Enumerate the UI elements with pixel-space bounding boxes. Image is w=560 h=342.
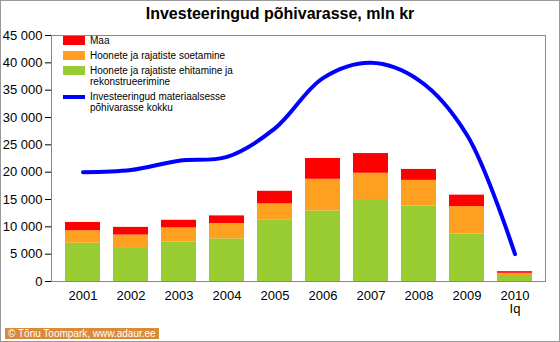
svg-text:45 000: 45 000 xyxy=(3,28,43,43)
svg-text:2009: 2009 xyxy=(453,288,482,303)
svg-text:0: 0 xyxy=(35,274,42,289)
svg-text:5 000: 5 000 xyxy=(10,246,43,261)
svg-text:2010Iq: 2010Iq xyxy=(501,288,530,316)
html-text:Maa: Maa xyxy=(90,35,110,46)
svg-text:35 000: 35 000 xyxy=(3,82,43,97)
svg-text:40 000: 40 000 xyxy=(3,55,43,70)
svg-text:2007: 2007 xyxy=(357,288,386,303)
html-text:Investeeringud põhivarasse, ml: Investeeringud põhivarasse, mln kr xyxy=(145,5,415,22)
html-text:© Tõnu Toompark, www.adaur.ee: © Tõnu Toompark, www.adaur.ee xyxy=(8,328,156,339)
svg-text:2008: 2008 xyxy=(405,288,434,303)
svg-text:2002: 2002 xyxy=(117,288,146,303)
svg-text:25 000: 25 000 xyxy=(3,137,43,152)
svg-text:2003: 2003 xyxy=(165,288,194,303)
html-text:Hoonete ja rajatiste ehitamine: Hoonete ja rajatiste ehitamine ja rekons… xyxy=(90,65,233,87)
svg-text:10 000: 10 000 xyxy=(3,219,43,234)
svg-text:2005: 2005 xyxy=(261,288,290,303)
svg-text:30 000: 30 000 xyxy=(3,110,43,125)
svg-text:2001: 2001 xyxy=(69,288,98,303)
svg-text:2006: 2006 xyxy=(309,288,338,303)
html-text:Hoonete ja rajatiste soetamine: Hoonete ja rajatiste soetamine xyxy=(90,50,226,61)
svg-text:15 000: 15 000 xyxy=(3,192,43,207)
html-text:Investeeringud materiaalsesse: Investeeringud materiaalsesse põhivarass… xyxy=(90,91,226,113)
svg-text:2004: 2004 xyxy=(213,288,242,303)
svg-text:20 000: 20 000 xyxy=(3,164,43,179)
